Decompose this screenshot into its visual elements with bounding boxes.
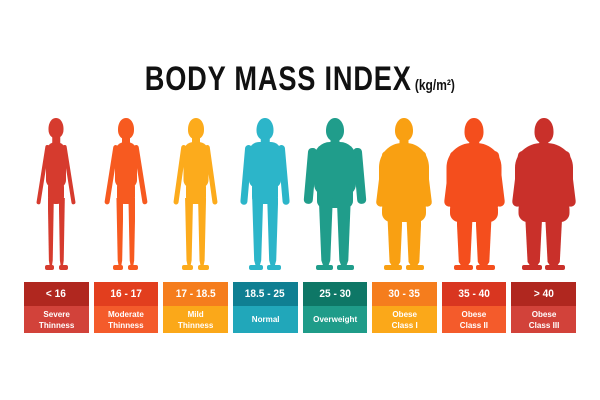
bmi-category-column-normal: 18.5 - 25 Normal <box>232 118 298 333</box>
bmi-range-card: 16 - 17 Moderate Thinness <box>93 282 159 333</box>
title-text: BODY MASS INDEX <box>144 60 412 98</box>
title-unit: (kg/m²) <box>415 77 456 94</box>
bmi-category-label: Obese Class I <box>391 308 418 330</box>
bmi-category-label-area: Overweight <box>302 306 368 333</box>
bmi-range-header: 30 - 35 <box>372 282 437 306</box>
person-silhouette-obese-class-3-icon <box>511 118 576 271</box>
bmi-category-column-overweight: 25 - 30 Overweight <box>302 118 368 333</box>
bmi-range-value: < 16 <box>46 288 67 300</box>
bmi-range-value: 18.5 - 25 <box>245 288 286 300</box>
bmi-category-label: Obese Class II <box>459 308 489 330</box>
bmi-category-label: Mild Thinness <box>177 308 214 330</box>
person-silhouette-overweight-icon <box>303 118 368 271</box>
person-silhouette-moderate-thinness-icon <box>94 118 159 271</box>
bmi-range-value: 25 - 30 <box>319 288 351 300</box>
bmi-category-label: Severe Thinness <box>38 308 75 330</box>
bmi-category-column-severe-thinness: < 16 Severe Thinness <box>24 118 89 333</box>
bmi-category-label: Obese Class III <box>528 308 559 330</box>
bmi-category-label: Moderate Thinness <box>107 308 144 330</box>
page-title: BODY MASS INDEX (kg/m²) <box>0 60 600 99</box>
bmi-range-card: > 40 Obese Class III <box>511 282 576 333</box>
bmi-range-card: 35 - 40 Obese Class II <box>441 282 507 333</box>
bmi-category-column-moderate-thinness: 16 - 17 Moderate Thinness <box>93 118 159 333</box>
bmi-range-header: < 16 <box>24 282 89 306</box>
bmi-category-column-obese-class-1: 30 - 35 Obese Class I <box>372 118 437 333</box>
bmi-category-label-area: Mild Thinness <box>163 306 228 333</box>
bmi-range-value: 30 - 35 <box>388 288 421 300</box>
bmi-range-header: 17 - 18.5 <box>163 282 228 306</box>
bmi-category-label-area: Obese Class I <box>372 306 437 333</box>
bmi-range-value: > 40 <box>533 288 554 300</box>
person-silhouette-normal-icon <box>233 118 298 271</box>
bmi-category-column-obese-class-2: 35 - 40 Obese Class II <box>441 118 507 333</box>
bmi-range-value: 16 - 17 <box>110 288 142 300</box>
bmi-range-value: 35 - 40 <box>458 288 490 300</box>
bmi-category-column-mild-thinness: 17 - 18.5 Mild Thinness <box>163 118 228 333</box>
person-silhouette-obese-class-2-icon <box>442 118 507 271</box>
bmi-range-header: 35 - 40 <box>441 282 507 306</box>
bmi-range-header: 18.5 - 25 <box>232 282 298 306</box>
bmi-category-column-obese-class-3: > 40 Obese Class III <box>511 118 576 333</box>
bmi-range-card: 17 - 18.5 Mild Thinness <box>163 282 228 333</box>
title-heading: BODY MASS INDEX (kg/m²) <box>145 60 455 99</box>
bmi-category-label: Overweight <box>312 314 357 325</box>
person-silhouette-mild-thinness-icon <box>163 118 228 271</box>
bmi-range-header: 16 - 17 <box>93 282 159 306</box>
person-silhouette-obese-class-1-icon <box>372 118 437 271</box>
bmi-range-header: > 40 <box>511 282 576 306</box>
bmi-category-label: Normal <box>251 314 280 325</box>
person-silhouette-severe-thinness-icon <box>24 118 89 271</box>
bmi-category-label-area: Normal <box>232 306 298 333</box>
bmi-range-card: 25 - 30 Overweight <box>302 282 368 333</box>
bmi-category-label-area: Obese Class II <box>441 306 507 333</box>
bmi-range-card: 30 - 35 Obese Class I <box>372 282 437 333</box>
bmi-range-card: < 16 Severe Thinness <box>24 282 89 333</box>
bmi-range-value: 17 - 18.5 <box>175 288 216 300</box>
bmi-range-card: 18.5 - 25 Normal <box>232 282 298 333</box>
bmi-range-header: 25 - 30 <box>302 282 368 306</box>
bmi-scale: < 16 Severe Thinness 16 - 17 Moderate Th… <box>24 118 576 333</box>
bmi-category-label-area: Moderate Thinness <box>93 306 159 333</box>
bmi-category-label-area: Obese Class III <box>511 306 576 333</box>
bmi-category-label-area: Severe Thinness <box>24 306 89 333</box>
